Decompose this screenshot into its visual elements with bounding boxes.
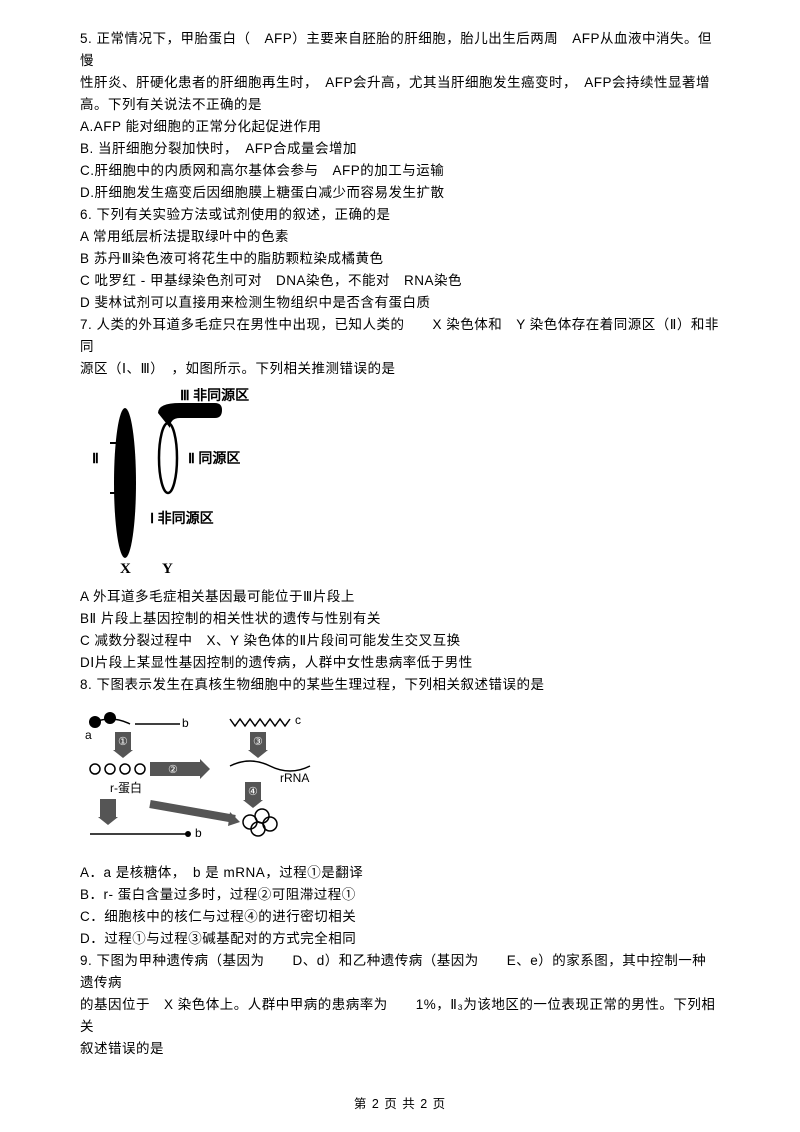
q7-line1: 7. 人类的外耳道多毛症只在男性中出现，已知人类的 X 染色体和 Y 染色体存在… — [80, 314, 720, 358]
q5-line1: 5. 正常情况下，甲胎蛋白（ AFP）主要来自胚胎的肝细胞，胎儿出生后两周 AF… — [80, 28, 720, 72]
q7-line2: 源区（Ⅰ、Ⅲ） ，如图所示。下列相关推测错误的是 — [80, 358, 720, 380]
diag-arrow-head — [228, 812, 240, 826]
label-c: c — [295, 713, 301, 727]
dot — [185, 831, 191, 837]
q6-option-b: B 苏丹Ⅲ染色液可将花生中的脂肪颗粒染成橘黄色 — [80, 248, 720, 270]
dna-strand — [230, 719, 290, 726]
q8-option-a: A．a 是核糖体， b 是 mRNA，过程①是翻译 — [80, 862, 720, 884]
label-b: b — [182, 716, 189, 730]
q8-line1: 8. 下图表示发生在真核生物细胞中的某些生理过程，下列相关叙述错误的是 — [80, 674, 720, 696]
arrow-2-head — [200, 759, 210, 779]
ribosome-a — [104, 712, 116, 724]
page-footer: 第 2 页 共 2 页 — [0, 1093, 800, 1112]
label-region-2-left: Ⅱ — [92, 452, 99, 467]
q7-figure: Ⅲ 非同源区 Ⅱ Ⅱ 同源区 Ⅰ 非同源区 X Y — [80, 388, 720, 578]
q6-line1: 6. 下列有关实验方法或试剂使用的叙述，正确的是 — [80, 204, 720, 226]
rrna-strand — [230, 761, 310, 771]
label-a: a — [85, 728, 92, 742]
label-b-bottom: b — [195, 826, 202, 840]
label-rrna: rRNA — [280, 771, 309, 785]
label-r-protein: r-蛋白 — [110, 780, 142, 795]
protein-circle — [105, 764, 115, 774]
label-y: Y — [162, 561, 173, 577]
q8-figure: a b ① ② r-蛋白 b c ③ rRNA ④ — [80, 704, 720, 854]
x-chromosome-shape — [114, 408, 136, 558]
biology-process-diagram: a b ① ② r-蛋白 b c ③ rRNA ④ — [80, 704, 340, 854]
label-region-1: Ⅰ 非同源区 — [150, 510, 214, 527]
q5-option-d: D.肝细胞发生癌变后因细胞膜上糖蛋白减少而容易发生扩散 — [80, 182, 720, 204]
q5-option-b: B. 当肝细胞分裂加快时， AFP合成量会增加 — [80, 138, 720, 160]
protein-circle — [135, 764, 145, 774]
arrow-1-head — [113, 750, 133, 758]
q5-option-c: C.肝细胞中的内质网和高尔基体会参与 AFP的加工与运输 — [80, 160, 720, 182]
q6-option-a: A 常用纸层析法提取绿叶中的色素 — [80, 226, 720, 248]
q5-line2: 性肝炎、肝硬化患者的肝细胞再生时， AFP会升高，尤其当肝细胞发生癌变时， AF… — [80, 72, 720, 94]
label-process-2: ② — [168, 764, 178, 776]
label-region-3: Ⅲ 非同源区 — [180, 388, 249, 404]
q7-option-b: BⅡ 片段上基因控制的相关性状的遗传与性别有关 — [80, 608, 720, 630]
label-x: X — [120, 561, 131, 577]
label-process-4: ④ — [248, 786, 258, 798]
q8-option-b: B．r- 蛋白含量过多时，过程②可阻滞过程① — [80, 884, 720, 906]
cluster-circle — [263, 817, 277, 831]
label-process-1: ① — [118, 736, 128, 748]
q7-option-c: C 减数分裂过程中 X、Y 染色体的Ⅱ片段间可能发生交叉互换 — [80, 630, 720, 652]
protein-circle — [120, 764, 130, 774]
arrow-down — [100, 799, 116, 817]
q8-option-c: C．细胞核中的核仁与过程④的进行密切相关 — [80, 906, 720, 928]
ribosome-a — [89, 716, 101, 728]
q5-line3: 高。下列有关说法不正确的是 — [80, 94, 720, 116]
label-process-3: ③ — [253, 736, 263, 748]
arrow-3-head — [248, 750, 268, 758]
q9-line1: 9. 下图为甲种遗传病（基因为 D、d）和乙种遗传病（基因为 E、e）的家系图，… — [80, 950, 720, 994]
protein-circle — [90, 764, 100, 774]
arrow-4-head — [243, 800, 263, 808]
arrow-down-head — [98, 817, 118, 825]
diag-arrow — [150, 804, 235, 819]
cluster-circle — [255, 809, 269, 823]
q6-option-c: C 吡罗红 - 甲基绿染色剂可对 DNA染色，不能对 RNA染色 — [80, 270, 720, 292]
q6-option-d: D 斐林试剂可以直接用来检测生物组织中是否含有蛋白质 — [80, 292, 720, 314]
q5-option-a: A.AFP 能对细胞的正常分化起促进作用 — [80, 116, 720, 138]
q9-line3: 叙述错误的是 — [80, 1038, 720, 1060]
q9-line2: 的基因位于 X 染色体上。人群中甲病的患病率为 1%，Ⅱ₃为该地区的一位表现正常… — [80, 994, 720, 1038]
y-chromosome-body — [159, 423, 177, 493]
q7-option-d: DⅠ片段上某显性基因控制的遗传病，人群中女性患病率低于男性 — [80, 652, 720, 674]
q8-option-d: D．过程①与过程③碱基配对的方式完全相同 — [80, 928, 720, 950]
q7-option-a: A 外耳道多毛症相关基因最可能位于Ⅲ片段上 — [80, 586, 720, 608]
label-region-2-right: Ⅱ 同源区 — [188, 450, 240, 467]
chromosome-diagram: Ⅲ 非同源区 Ⅱ Ⅱ 同源区 Ⅰ 非同源区 X Y — [80, 388, 290, 578]
